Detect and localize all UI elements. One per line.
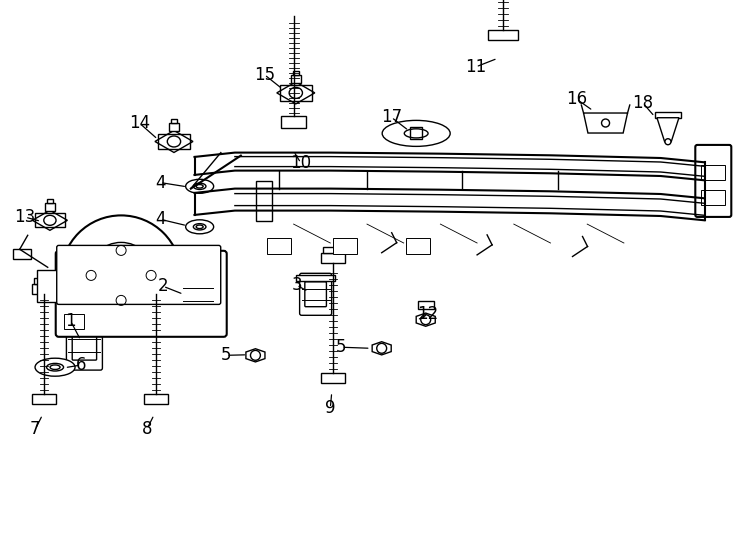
Bar	[171, 119, 177, 124]
Ellipse shape	[193, 224, 206, 230]
Bar	[280, 85, 312, 100]
Text: 5: 5	[221, 346, 231, 364]
Bar	[12, 249, 31, 259]
Text: 12: 12	[418, 305, 438, 323]
FancyBboxPatch shape	[57, 245, 221, 305]
FancyBboxPatch shape	[181, 271, 215, 318]
Polygon shape	[246, 349, 265, 362]
Bar	[47, 199, 53, 204]
Bar	[32, 284, 56, 294]
Bar	[34, 278, 54, 284]
Text: 6: 6	[76, 356, 86, 374]
FancyBboxPatch shape	[305, 282, 327, 307]
Text: 5: 5	[336, 338, 346, 356]
Bar	[291, 75, 301, 83]
Bar	[701, 190, 725, 205]
FancyBboxPatch shape	[695, 145, 731, 217]
Bar	[169, 124, 179, 131]
Bar	[45, 204, 55, 211]
Circle shape	[88, 242, 154, 308]
Ellipse shape	[404, 129, 428, 138]
Polygon shape	[372, 342, 391, 355]
Text: 15: 15	[254, 65, 275, 84]
Bar	[177, 273, 219, 279]
Text: 2: 2	[158, 277, 168, 295]
Circle shape	[665, 139, 671, 145]
Text: 8: 8	[142, 420, 152, 438]
Ellipse shape	[35, 358, 75, 376]
Bar	[145, 394, 168, 404]
Bar	[256, 181, 272, 221]
Bar	[410, 127, 422, 139]
Bar	[64, 259, 84, 274]
Text: 7: 7	[30, 420, 40, 438]
FancyBboxPatch shape	[66, 321, 103, 370]
Bar	[145, 284, 168, 294]
Bar	[35, 213, 65, 227]
Polygon shape	[32, 210, 68, 231]
Bar	[407, 238, 430, 254]
Polygon shape	[416, 313, 435, 326]
Bar	[147, 278, 166, 284]
Polygon shape	[277, 82, 315, 104]
Text: 1: 1	[65, 312, 76, 330]
Text: 4: 4	[155, 210, 165, 228]
FancyBboxPatch shape	[186, 281, 210, 308]
Polygon shape	[584, 113, 628, 133]
Ellipse shape	[186, 220, 214, 234]
Bar	[293, 71, 299, 75]
Bar	[281, 116, 306, 128]
Bar	[267, 238, 291, 254]
Polygon shape	[657, 118, 679, 141]
Ellipse shape	[186, 179, 214, 193]
Bar	[32, 394, 56, 404]
Text: 11: 11	[465, 58, 486, 76]
Bar	[37, 270, 62, 302]
Bar	[321, 373, 344, 383]
Bar	[701, 165, 725, 180]
Text: 17: 17	[381, 108, 401, 126]
Text: 4: 4	[155, 173, 165, 192]
Bar	[655, 112, 681, 118]
Text: 16: 16	[566, 90, 586, 108]
Text: 18: 18	[633, 94, 653, 112]
Polygon shape	[155, 131, 193, 152]
Ellipse shape	[193, 183, 206, 190]
Bar	[323, 247, 342, 253]
FancyBboxPatch shape	[56, 251, 227, 337]
Ellipse shape	[46, 363, 64, 371]
Bar	[333, 238, 357, 254]
Bar	[296, 275, 335, 281]
Bar	[158, 134, 190, 149]
Bar	[64, 314, 84, 329]
FancyBboxPatch shape	[299, 273, 332, 315]
Text: 14: 14	[129, 114, 150, 132]
Text: 9: 9	[325, 399, 335, 417]
Bar	[321, 253, 344, 262]
FancyBboxPatch shape	[72, 331, 97, 360]
Circle shape	[61, 215, 181, 335]
Ellipse shape	[382, 120, 450, 146]
Text: 3: 3	[291, 276, 302, 294]
Text: 13: 13	[15, 208, 35, 226]
Bar	[418, 301, 434, 309]
Bar	[488, 30, 517, 40]
Bar	[62, 323, 107, 329]
Text: 10: 10	[291, 154, 311, 172]
